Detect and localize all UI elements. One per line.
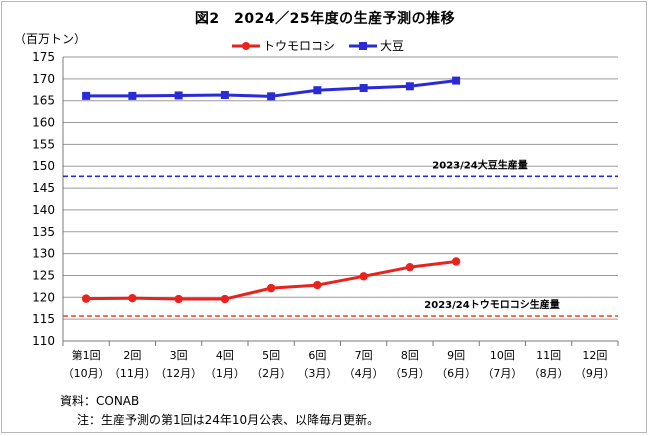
- x-tick-label-round: 9回: [447, 349, 465, 362]
- x-tick-label-month: （4月）: [344, 367, 384, 380]
- x-tick-label-month: （9月）: [575, 367, 615, 380]
- x-tick-label-month: （7月）: [482, 367, 522, 380]
- legend-swatch-soybean: [349, 41, 378, 50]
- data-point-soybean: [405, 82, 414, 91]
- x-tick-label-round: 11回: [536, 349, 561, 362]
- legend-swatch-corn: [232, 41, 260, 50]
- legend-item-soybean: 大豆: [349, 37, 404, 54]
- x-tick-label-month: （3月）: [297, 367, 337, 380]
- y-tick-label: 135: [32, 225, 55, 239]
- y-tick-label: 110: [32, 334, 55, 348]
- y-tick-label: 160: [32, 116, 55, 130]
- data-point-soybean: [174, 91, 183, 100]
- data-point-soybean: [128, 91, 137, 100]
- source-note: 資料：CONAB: [60, 394, 140, 408]
- y-tick-label: 130: [32, 247, 55, 261]
- y-tick-label: 140: [32, 203, 55, 217]
- x-tick-label-round: 7回: [355, 349, 373, 362]
- x-tick-label-round: 2回: [123, 349, 141, 362]
- x-tick-label-round: 第1回: [72, 348, 101, 362]
- x-tick-label-round: 4回: [216, 349, 234, 362]
- reference-label-corn-2023-24: 2023/24トウモロコシ生産量: [424, 298, 559, 311]
- data-point-corn: [359, 272, 368, 281]
- x-tick-label-month: （6月）: [436, 367, 476, 380]
- x-tick-label-month: （2月）: [251, 367, 291, 380]
- data-point-corn: [220, 294, 230, 304]
- y-tick-label: 175: [32, 50, 55, 64]
- legend-label-corn: トウモロコシ: [263, 39, 336, 53]
- x-tick-label-month: （1月）: [205, 367, 245, 380]
- x-tick-label-round: 3回: [170, 349, 188, 362]
- data-point-corn: [313, 280, 322, 290]
- data-point-corn: [266, 283, 276, 293]
- y-tick-label: 125: [32, 268, 55, 282]
- x-tick-label-month: （11月）: [109, 367, 156, 380]
- x-tick-label-round: 5回: [262, 349, 280, 362]
- x-tick-label-round: 6回: [308, 349, 326, 362]
- x-tick-label-round: 8回: [401, 349, 419, 362]
- y-tick-label: 155: [32, 137, 55, 151]
- y-tick-label: 170: [32, 72, 55, 86]
- y-tick-label: 165: [32, 94, 55, 108]
- data-point-corn: [174, 294, 183, 304]
- data-point-corn: [81, 294, 91, 303]
- data-point-soybean: [220, 91, 229, 100]
- series-line-corn: [86, 259, 457, 301]
- data-point-soybean: [82, 91, 91, 100]
- y-tick-label: 150: [32, 159, 55, 173]
- chart-title: 図2 2024／25年度の生産予測の推移: [194, 11, 456, 27]
- data-point-soybean: [359, 84, 368, 93]
- data-point-corn: [405, 262, 415, 272]
- x-tick-label-month: （12月）: [155, 367, 202, 380]
- data-point-corn: [451, 257, 461, 266]
- legend-item-corn: トウモロコシ: [232, 37, 335, 54]
- x-tick-label-month: （5月）: [390, 367, 430, 380]
- y-tick-label: 115: [32, 312, 55, 326]
- reference-label-soybean-2023-24: 2023/24大豆生産量: [432, 158, 527, 171]
- y-tick-label: 145: [32, 181, 55, 195]
- legend: トウモロコシ 大豆: [232, 37, 404, 54]
- legend-label-soybean: 大豆: [380, 39, 405, 53]
- data-point-soybean: [452, 76, 461, 85]
- x-tick-label-month: （8月）: [529, 367, 569, 380]
- data-point-corn: [128, 293, 137, 303]
- chart-footer: 資料：CONAB 注：生産予測の第1回は24年10月公表、以降毎月更新。: [60, 392, 379, 430]
- y-tick-label: 120: [32, 290, 55, 304]
- y-axis-unit-label: （百万トン）: [14, 32, 87, 46]
- data-point-soybean: [267, 92, 276, 101]
- x-tick-label-round: 10回: [490, 349, 515, 362]
- x-tick-label-month: （10月）: [63, 367, 110, 380]
- footnote: 注：生産予測の第1回は24年10月公表、以降毎月更新。: [77, 413, 380, 427]
- x-tick-label-round: 12回: [582, 349, 607, 362]
- data-point-soybean: [313, 86, 322, 95]
